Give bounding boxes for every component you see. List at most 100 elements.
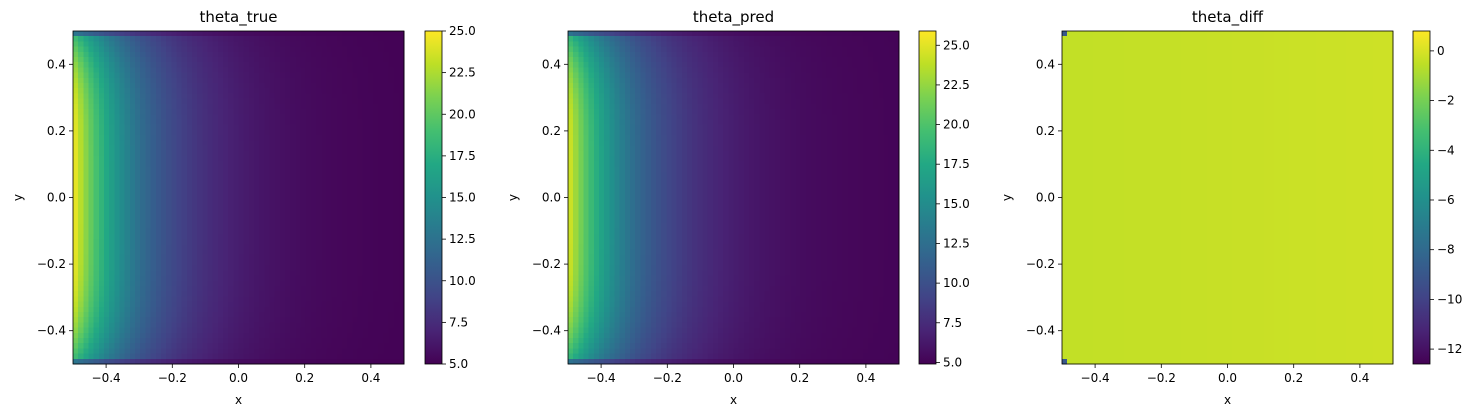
heatmap-cell [181,150,188,157]
heatmap-cell [191,77,198,84]
heatmap-cell [129,114,136,121]
heatmap-cell [181,124,188,131]
heatmap-cell [212,306,219,313]
heatmap-cell [357,155,364,162]
heatmap-cell [212,145,219,152]
heatmap-cell [619,46,626,53]
heatmap-cell [83,57,90,63]
heatmap-cell [243,285,250,292]
heatmap-cell [73,306,79,313]
heatmap-cell [104,88,110,95]
heatmap-cell [290,72,296,79]
heatmap-cell [352,223,359,230]
heatmap-cell [109,254,115,261]
heatmap-cell [222,311,229,318]
heatmap-cell [186,155,193,162]
heatmap-cell [140,291,146,297]
heatmap-cell [661,83,667,89]
heatmap-cell [197,98,203,105]
heatmap-cell [83,41,90,48]
heatmap-cell [362,239,369,245]
heatmap-cell [372,124,379,131]
heatmap-cell [383,145,390,152]
heatmap-cell [88,317,95,323]
heatmap-cell [388,46,395,53]
heatmap-cell [774,67,781,74]
heatmap-cell [150,301,157,308]
heatmap-cell [341,187,348,193]
heatmap-cell [393,51,400,58]
heatmap-cell [114,41,121,48]
heatmap-cell [816,77,823,84]
heatmap-cell [367,129,374,136]
heatmap-cell [181,135,188,141]
heatmap-cell [119,62,126,69]
heatmap-cell [181,348,188,355]
heatmap-cell [233,83,240,89]
heatmap-cell [222,213,229,219]
heatmap-cell [331,337,338,344]
heatmap-cell [78,51,84,58]
heatmap-cell [666,83,673,89]
heatmap-cell [238,337,245,344]
heatmap-cell [290,150,296,157]
heatmap-cell [331,291,338,297]
heatmap-cell [300,337,307,344]
heatmap-cell [207,296,214,303]
heatmap-cell [207,280,214,287]
heatmap-cell [238,98,245,105]
heatmap-cell [248,239,255,245]
heatmap-cell [207,353,214,360]
heatmap-cell [588,77,595,84]
heatmap-cell [336,239,343,245]
heatmap-cell [383,311,390,318]
heatmap-cell [243,317,250,323]
heatmap-cell [279,254,286,261]
heatmap-cell [671,62,678,69]
heatmap-cell [321,41,328,48]
heatmap-cell [321,311,328,318]
heatmap-cell [852,93,859,100]
heatmap-cell [295,77,302,84]
heatmap-cell [197,161,203,167]
heatmap-cell [336,129,343,136]
heatmap-cell [83,31,90,37]
heatmap-cell [341,98,348,105]
heatmap-cell [279,233,286,240]
heatmap-cell [310,88,317,95]
heatmap-cell [104,129,110,136]
heatmap-cell [650,51,657,58]
heatmap-cell [222,41,229,48]
heatmap-cell [248,119,255,126]
heatmap-cell [135,317,141,323]
heatmap-cell [222,259,229,266]
heatmap-cell [222,197,229,204]
heatmap-cell [83,296,90,303]
heatmap-cell [347,306,353,313]
heatmap-cell [867,77,874,84]
heatmap-cell [785,77,791,84]
heatmap-cell [145,109,152,115]
heatmap-cell [728,88,735,95]
heatmap-cell [341,171,348,178]
heatmap-cell [326,166,333,173]
heatmap-cell [248,88,255,95]
heatmap-cell [109,311,115,318]
heatmap-cell [800,31,807,37]
heatmap-cell [83,265,90,271]
heatmap-cell [378,259,384,266]
heatmap-cell [341,46,348,53]
heatmap-cell [104,166,110,173]
heatmap-cell [93,301,100,308]
heatmap-cell [383,62,390,69]
heatmap-cell [357,176,364,183]
heatmap-cell [186,244,193,251]
heatmap-cell [336,285,343,292]
heatmap-cell [93,98,100,105]
heatmap-cell [186,239,193,245]
heatmap-cell [88,103,95,110]
heatmap-cell [181,233,188,240]
heatmap-cell [259,358,265,365]
heatmap-cell [398,155,405,162]
heatmap-cell [186,280,193,287]
